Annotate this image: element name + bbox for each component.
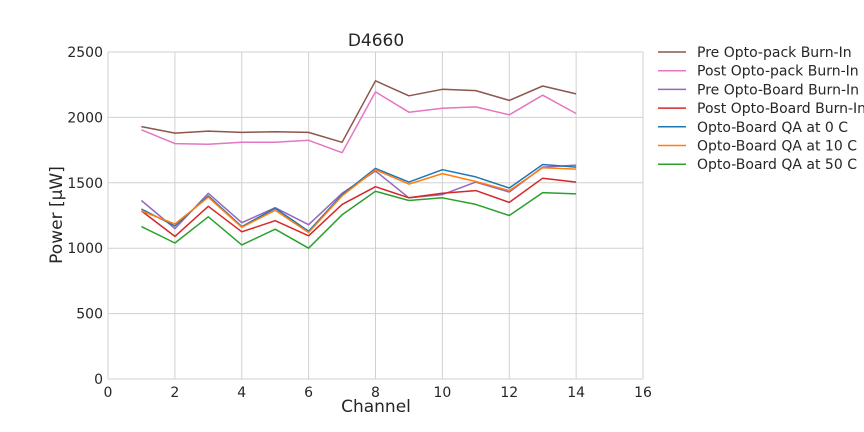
x-tick-label: 2 bbox=[170, 385, 179, 401]
grid bbox=[107, 51, 644, 380]
x-tick-label: 12 bbox=[500, 385, 518, 401]
y-tick-label: 1000 bbox=[67, 241, 103, 257]
series-line-5 bbox=[141, 163, 577, 232]
legend-label: Opto-Board QA at 10 C bbox=[697, 139, 857, 155]
legend-item: Opto-Board QA at 50 C bbox=[658, 157, 857, 173]
series-lines bbox=[140, 80, 577, 249]
legend-item: Opto-Board QA at 10 C bbox=[658, 139, 857, 155]
legend-item: Opto-Board QA at 0 C bbox=[658, 120, 848, 136]
series-line-2 bbox=[141, 91, 577, 154]
legend-label: Post Opto-pack Burn-In bbox=[697, 64, 859, 80]
series-line-6 bbox=[141, 167, 577, 234]
legend-label: Opto-Board QA at 0 C bbox=[697, 120, 848, 136]
legend: Pre Opto-pack Burn-In Post Opto-pack Burn… bbox=[658, 45, 864, 173]
legend-label: Post Opto-Board Burn-In bbox=[697, 101, 864, 117]
chart-title: D4660 bbox=[348, 31, 404, 51]
x-tick-label: 8 bbox=[371, 385, 380, 401]
y-tick-labels: 0 500 1000 1500 2000 2500 bbox=[67, 45, 103, 388]
x-tick-label: 4 bbox=[237, 385, 246, 401]
y-tick-label: 0 bbox=[94, 372, 103, 388]
legend-item: Pre Opto-Board Burn-In bbox=[658, 82, 859, 98]
series-line-1 bbox=[141, 80, 577, 144]
y-tick-label: 1500 bbox=[67, 176, 103, 192]
y-tick-label: 2000 bbox=[67, 110, 103, 126]
series-line-7 bbox=[141, 190, 577, 249]
legend-label: Pre Opto-Board Burn-In bbox=[697, 82, 859, 98]
x-axis-title: Channel bbox=[341, 397, 411, 417]
legend-item: Post Opto-Board Burn-In bbox=[658, 101, 864, 117]
legend-item: Pre Opto-pack Burn-In bbox=[658, 45, 852, 61]
x-tick-label: 14 bbox=[567, 385, 585, 401]
y-tick-label: 500 bbox=[76, 307, 103, 323]
x-tick-label: 10 bbox=[433, 385, 451, 401]
legend-label: Opto-Board QA at 50 C bbox=[697, 157, 857, 173]
legend-item: Post Opto-pack Burn-In bbox=[658, 64, 859, 80]
x-tick-label: 0 bbox=[104, 385, 113, 401]
x-tick-label: 6 bbox=[304, 385, 313, 401]
x-tick-labels: 0 2 4 6 8 10 12 14 16 bbox=[104, 385, 652, 401]
y-tick-label: 2500 bbox=[67, 45, 103, 61]
series-line-4 bbox=[140, 177, 577, 238]
legend-label: Pre Opto-pack Burn-In bbox=[697, 45, 852, 61]
y-axis-title: Power [μW] bbox=[47, 166, 67, 264]
x-tick-label: 16 bbox=[634, 385, 652, 401]
